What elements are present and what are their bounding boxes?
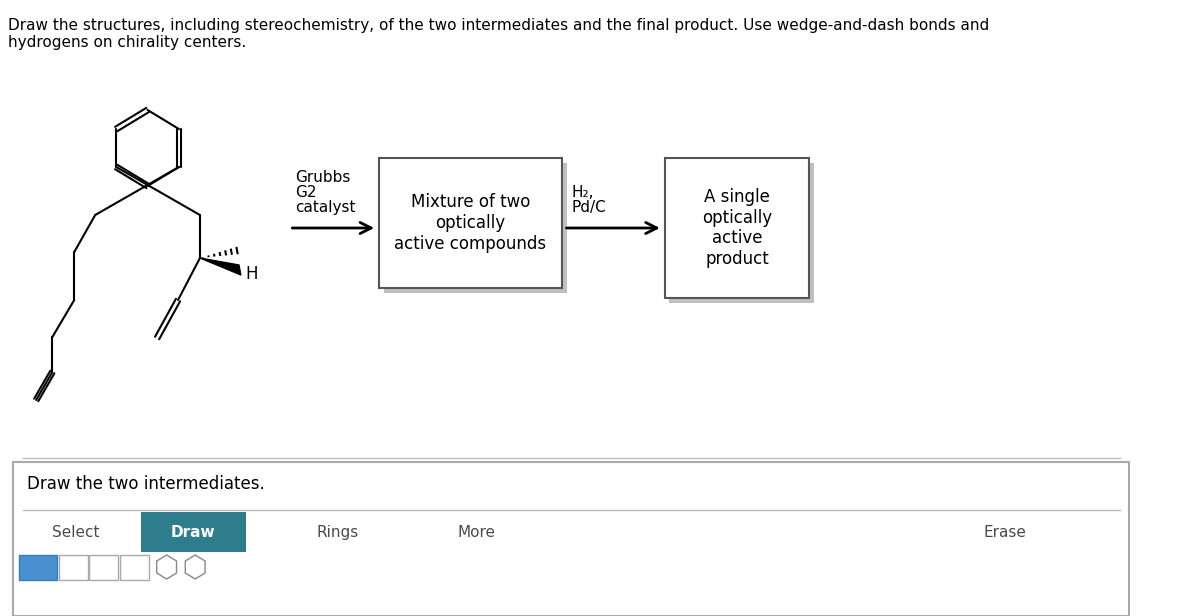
Text: H: H [246,265,258,283]
Bar [90,555,118,580]
Bar [384,163,566,293]
Bar [120,555,149,580]
Text: Pd/C: Pd/C [571,200,606,215]
Bar [379,158,562,288]
Text: Mixture of two
optically
active compounds: Mixture of two optically active compound… [395,193,546,253]
Text: Rings: Rings [317,525,359,540]
Bar [140,512,246,552]
Polygon shape [200,258,241,275]
Bar [19,555,58,580]
Text: A single
optically
active
product: A single optically active product [702,188,772,268]
Text: Draw the two intermediates.: Draw the two intermediates. [26,475,264,493]
Text: Draw the structures, including stereochemistry, of the two intermediates and the: Draw the structures, including stereoche… [7,18,989,51]
Bar [13,462,1129,616]
Polygon shape [157,555,176,579]
Text: More: More [457,525,496,540]
Text: catalyst: catalyst [295,200,355,215]
Text: Erase: Erase [983,525,1026,540]
Text: Draw: Draw [170,525,216,540]
Bar [670,163,814,303]
Bar [59,555,88,580]
Bar [665,158,809,298]
Polygon shape [185,555,205,579]
Text: H₂,: H₂, [571,185,594,200]
Text: Grubbs: Grubbs [295,170,350,185]
Text: G2: G2 [295,185,317,200]
Text: Select: Select [53,525,100,540]
